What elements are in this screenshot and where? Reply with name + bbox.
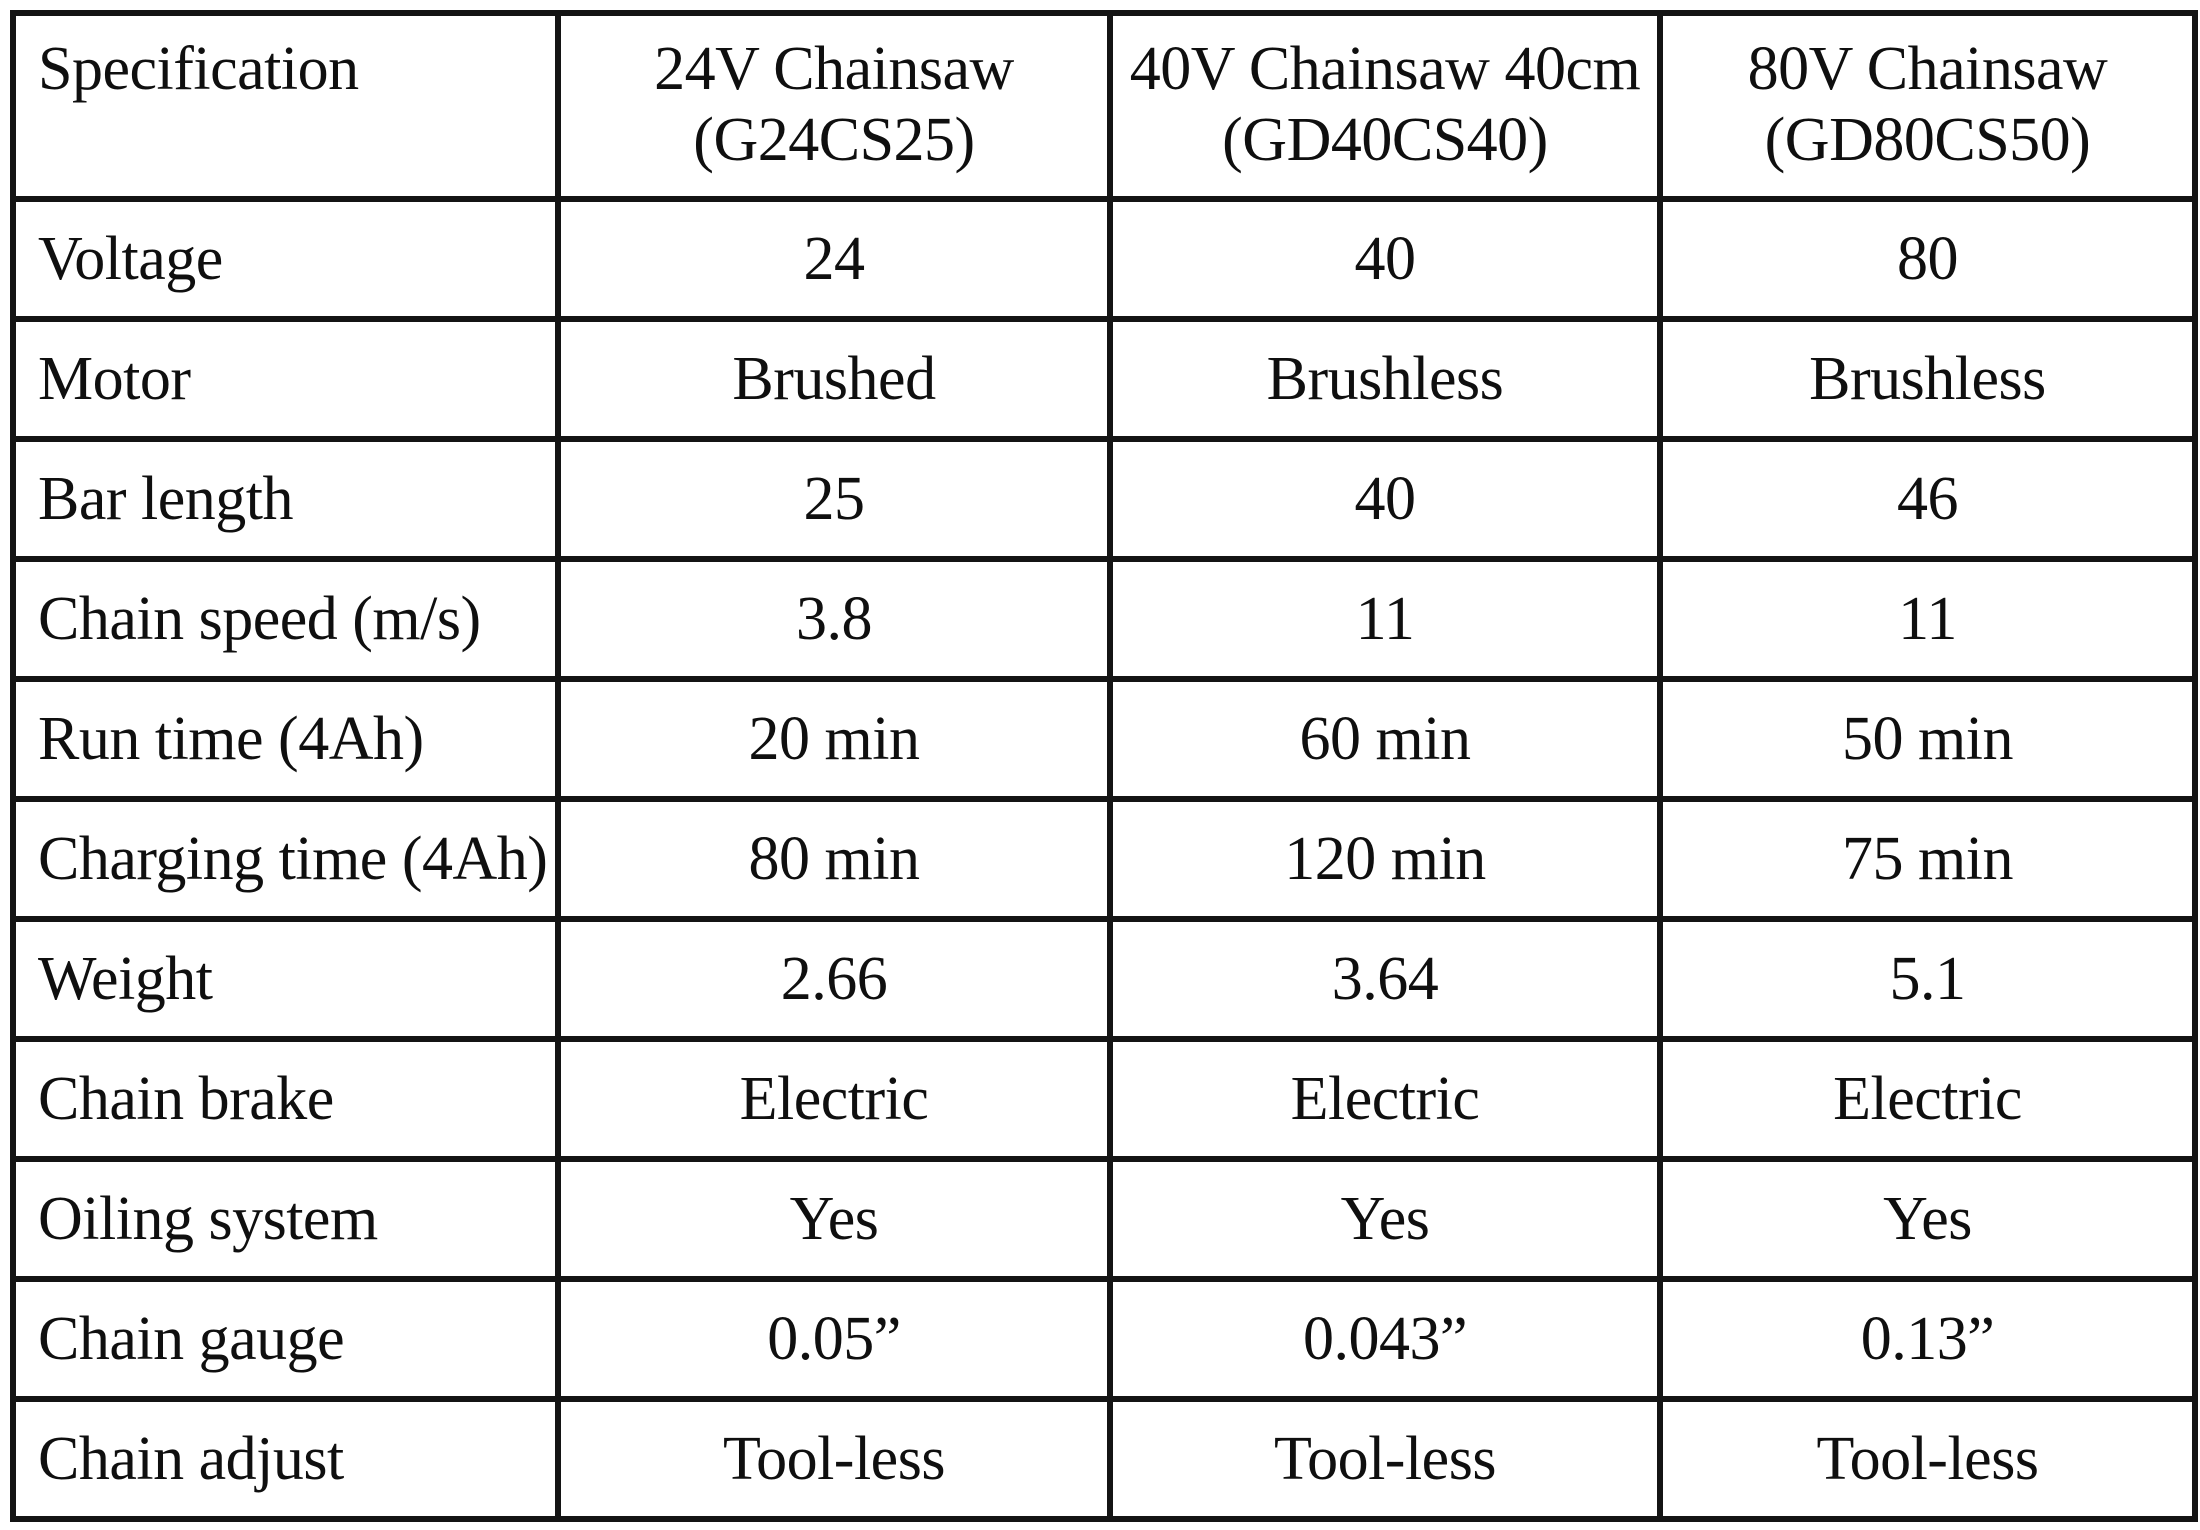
spec-cell: 3.64 xyxy=(1107,916,1663,1042)
spec-cell: 40 xyxy=(1107,436,1663,562)
spec-cell: 5.1 xyxy=(1657,916,2198,1042)
table-row: Chain gauge 0.05” 0.043” 0.13” xyxy=(10,1276,2198,1402)
spec-cell: 20 min xyxy=(555,676,1113,802)
row-label: Weight xyxy=(10,916,561,1042)
row-label: Oiling system xyxy=(10,1156,561,1282)
row-label: Chain brake xyxy=(10,1036,561,1162)
spec-cell: 50 min xyxy=(1657,676,2198,802)
spec-cell: 0.05” xyxy=(555,1276,1113,1402)
spec-cell: 11 xyxy=(1657,556,2198,682)
spec-cell: Tool-less xyxy=(1107,1396,1663,1522)
col-header-label: 80V Chainsaw xyxy=(1747,35,2108,103)
table-row: Oiling system Yes Yes Yes xyxy=(10,1156,2198,1282)
spec-cell: 60 min xyxy=(1107,676,1663,802)
spec-cell: 11 xyxy=(1107,556,1663,682)
spec-cell: Brushed xyxy=(555,316,1113,442)
spec-cell: 46 xyxy=(1657,436,2198,562)
spec-cell: 120 min xyxy=(1107,796,1663,922)
row-label: Voltage xyxy=(10,196,561,322)
spec-cell: 80 min xyxy=(555,796,1113,922)
col-header-sub: (G24CS25) xyxy=(693,106,975,175)
spec-cell: 0.13” xyxy=(1657,1276,2198,1402)
spec-cell: 24 xyxy=(555,196,1113,322)
spec-cell: Yes xyxy=(555,1156,1113,1282)
col-header-label: Specification xyxy=(38,35,359,103)
spec-cell: 3.8 xyxy=(555,556,1113,682)
spec-cell: 80 xyxy=(1657,196,2198,322)
col-header-sub: (GD80CS50) xyxy=(1764,106,2091,175)
spec-cell: Tool-less xyxy=(555,1396,1113,1522)
spec-cell: Brushless xyxy=(1107,316,1663,442)
spec-cell: Brushless xyxy=(1657,316,2198,442)
col-header-label: 24V Chainsaw xyxy=(654,35,1014,103)
table-row: Chain speed (m/s) 3.8 11 11 xyxy=(10,556,2198,682)
col-header-24v-chainsaw: 24V Chainsaw (G24CS25) xyxy=(555,10,1113,202)
spec-cell: Yes xyxy=(1657,1156,2198,1282)
chainsaw-spec-table: Specification 24V Chainsaw (G24CS25) 40V… xyxy=(10,10,2198,1522)
spec-cell: Yes xyxy=(1107,1156,1663,1282)
row-label: Charging time (4Ah) xyxy=(10,796,561,922)
spec-cell: 2.66 xyxy=(555,916,1113,1042)
table-row: Voltage 24 40 80 xyxy=(10,196,2198,322)
table-row: Run time (4Ah) 20 min 60 min 50 min xyxy=(10,676,2198,802)
col-header-sub: (GD40CS40) xyxy=(1222,106,1548,175)
spec-cell: 40 xyxy=(1107,196,1663,322)
row-label: Chain speed (m/s) xyxy=(10,556,561,682)
row-label: Chain gauge xyxy=(10,1276,561,1402)
table-row: Weight 2.66 3.64 5.1 xyxy=(10,916,2198,1042)
spec-cell: 75 min xyxy=(1657,796,2198,922)
table-row: Bar length 25 40 46 xyxy=(10,436,2198,562)
spec-table-body: Voltage 24 40 80 Motor Brushed Brushless Brushl… xyxy=(10,196,2198,1522)
row-label: Bar length xyxy=(10,436,561,562)
spec-cell: 0.043” xyxy=(1107,1276,1663,1402)
col-header-specification: Specification xyxy=(10,10,561,202)
spec-cell: Electric xyxy=(1657,1036,2198,1162)
row-label: Run time (4Ah) xyxy=(10,676,561,802)
col-header-label: 40V Chainsaw 40cm xyxy=(1129,35,1641,103)
spec-cell: 25 xyxy=(555,436,1113,562)
table-row: Motor Brushed Brushless Brushless xyxy=(10,316,2198,442)
table-row: Chain adjust Tool-less Tool-less Tool-less xyxy=(10,1396,2198,1522)
spec-cell: Tool-less xyxy=(1657,1396,2198,1522)
row-label: Chain adjust xyxy=(10,1396,561,1522)
header-row: Specification 24V Chainsaw (G24CS25) 40V… xyxy=(10,10,2198,202)
spec-cell: Electric xyxy=(555,1036,1113,1162)
table-row: Chain brake Electric Electric Electric xyxy=(10,1036,2198,1162)
table-row: Charging time (4Ah) 80 min 120 min 75 min xyxy=(10,796,2198,922)
spec-cell: Electric xyxy=(1107,1036,1663,1162)
row-label: Motor xyxy=(10,316,561,442)
col-header-80v-chainsaw: 80V Chainsaw (GD80CS50) xyxy=(1657,10,2198,202)
col-header-40v-chainsaw: 40V Chainsaw 40cm (GD40CS40) xyxy=(1107,10,1663,202)
